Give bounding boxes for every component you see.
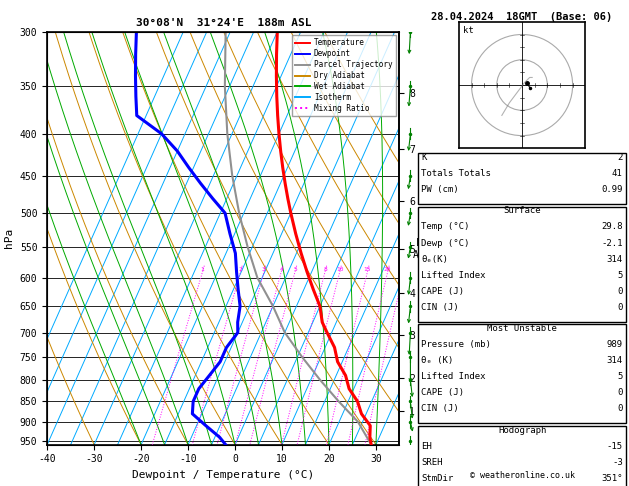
Text: 0: 0: [617, 303, 623, 312]
Text: Mixing Ratio (g/kg): Mixing Ratio (g/kg): [430, 215, 439, 303]
Text: 2: 2: [617, 153, 623, 162]
Text: CIN (J): CIN (J): [421, 404, 459, 413]
Text: 351°: 351°: [601, 474, 623, 483]
Text: StmDir: StmDir: [421, 474, 454, 483]
Text: Temp (°C): Temp (°C): [421, 223, 470, 231]
Text: 5: 5: [617, 372, 623, 381]
Text: θₑ (K): θₑ (K): [421, 356, 454, 365]
Text: 314: 314: [606, 255, 623, 263]
Text: CAPE (J): CAPE (J): [421, 388, 464, 397]
Text: θₑ(K): θₑ(K): [421, 255, 448, 263]
Text: 0.99: 0.99: [601, 185, 623, 194]
Text: 4: 4: [279, 267, 283, 272]
Text: 41: 41: [612, 169, 623, 178]
Text: EH: EH: [421, 442, 432, 451]
Text: -3: -3: [612, 458, 623, 467]
Text: 8: 8: [323, 267, 327, 272]
Text: Most Unstable: Most Unstable: [487, 324, 557, 333]
Text: SREH: SREH: [421, 458, 443, 467]
Text: 20: 20: [384, 267, 391, 272]
Text: 2: 2: [238, 267, 242, 272]
Text: 0: 0: [617, 287, 623, 295]
Text: Lifted Index: Lifted Index: [421, 372, 486, 381]
Text: © weatheronline.co.uk: © weatheronline.co.uk: [470, 471, 574, 480]
Text: 314: 314: [606, 356, 623, 365]
Legend: Temperature, Dewpoint, Parcel Trajectory, Dry Adiabat, Wet Adiabat, Isotherm, Mi: Temperature, Dewpoint, Parcel Trajectory…: [292, 35, 396, 116]
Text: Pressure (mb): Pressure (mb): [421, 340, 491, 349]
Text: 29.8: 29.8: [601, 223, 623, 231]
Text: 5: 5: [293, 267, 297, 272]
Title: 30°08'N  31°24'E  188m ASL: 30°08'N 31°24'E 188m ASL: [135, 18, 311, 28]
Text: 0: 0: [617, 404, 623, 413]
Text: kt: kt: [463, 26, 474, 35]
Text: PW (cm): PW (cm): [421, 185, 459, 194]
Text: Hodograph: Hodograph: [498, 426, 546, 434]
Text: -15: -15: [606, 442, 623, 451]
Text: 28.04.2024  18GMT  (Base: 06): 28.04.2024 18GMT (Base: 06): [431, 12, 613, 22]
Text: Surface: Surface: [503, 207, 541, 215]
Text: 3: 3: [262, 267, 266, 272]
Y-axis label: hPa: hPa: [4, 228, 14, 248]
Y-axis label: km
ASL: km ASL: [413, 238, 431, 260]
Text: Dewp (°C): Dewp (°C): [421, 239, 470, 247]
Text: K: K: [421, 153, 427, 162]
Text: 989: 989: [606, 340, 623, 349]
Text: 1: 1: [201, 267, 204, 272]
X-axis label: Dewpoint / Temperature (°C): Dewpoint / Temperature (°C): [132, 470, 314, 480]
Text: Totals Totals: Totals Totals: [421, 169, 491, 178]
Text: CAPE (J): CAPE (J): [421, 287, 464, 295]
Text: 5: 5: [617, 271, 623, 279]
Text: -2.1: -2.1: [601, 239, 623, 247]
Text: 15: 15: [364, 267, 371, 272]
Text: 10: 10: [336, 267, 343, 272]
Text: 0: 0: [617, 388, 623, 397]
Text: CIN (J): CIN (J): [421, 303, 459, 312]
Text: Lifted Index: Lifted Index: [421, 271, 486, 279]
